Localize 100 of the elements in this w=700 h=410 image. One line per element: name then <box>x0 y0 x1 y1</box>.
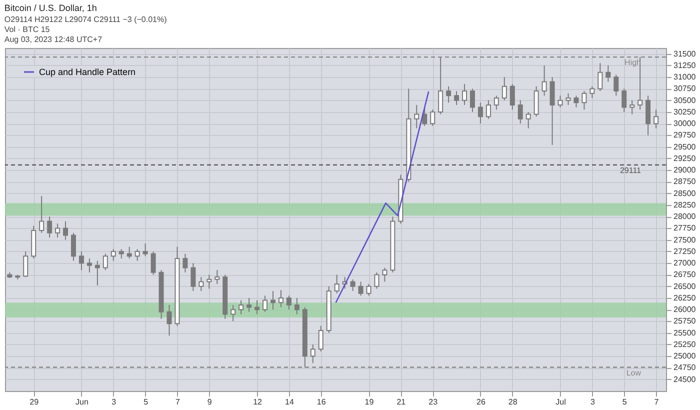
candlestick <box>614 74 619 96</box>
candlestick <box>558 95 563 108</box>
x-tick-label: 5 <box>144 398 149 406</box>
candlestick <box>550 76 555 146</box>
candlestick <box>198 276 204 292</box>
candlestick <box>534 86 539 118</box>
candlestick <box>310 344 316 364</box>
x-tick-label: 3 <box>112 398 117 406</box>
x-tick-label: Jul <box>556 398 566 406</box>
candlestick <box>414 104 420 129</box>
candlestick <box>622 88 627 112</box>
candlestick <box>318 325 324 352</box>
y-tick-label: 31000 <box>674 72 696 82</box>
candlestick <box>470 88 475 112</box>
y-tick-label: 26250 <box>674 293 696 302</box>
candlestick <box>438 57 444 115</box>
candlestick <box>142 243 148 257</box>
candlestick <box>110 248 116 262</box>
legend-label: Cup and Handle Pattern <box>39 67 136 77</box>
x-tick-label: 3 <box>590 398 596 406</box>
candlestick <box>374 272 380 290</box>
candlestick <box>502 76 507 101</box>
chart-title: Bitcoin / U.S. Dollar, 1h <box>4 3 97 13</box>
x-tick-label: 7 <box>176 398 181 406</box>
candlestick <box>70 232 76 262</box>
y-tick-label: 29500 <box>674 142 696 152</box>
candlestick <box>590 86 595 98</box>
y-tick-label: 26500 <box>674 282 696 291</box>
ref-line-label: 29111 <box>620 166 642 175</box>
y-tick-label: 25750 <box>674 316 696 326</box>
y-tick-label: 25250 <box>674 340 696 349</box>
candlestick <box>526 111 531 129</box>
y-tick-label: 26750 <box>674 270 696 280</box>
x-tick-label: 28 <box>508 398 518 406</box>
candlestick <box>366 284 372 296</box>
candlestick <box>582 90 587 110</box>
y-tick-label: 30000 <box>674 119 696 128</box>
y-tick-label: 28000 <box>674 212 696 222</box>
y-tick-label: 27750 <box>674 224 696 233</box>
candlestick <box>598 62 603 92</box>
candlestick <box>150 250 156 276</box>
candlestick <box>182 253 188 273</box>
candlestick <box>606 64 611 82</box>
candlestick <box>94 260 100 286</box>
candlestick <box>86 258 92 273</box>
chart-subtitle: O29114 H29122 L29074 C29111 −3 (−0.01%) <box>4 15 168 24</box>
y-tick-label: 25000 <box>674 352 696 361</box>
candlestick <box>278 290 284 308</box>
x-tick-label: 7 <box>654 398 660 406</box>
y-tick-label: 24750 <box>674 363 696 372</box>
candlestick <box>262 295 268 312</box>
x-tick-label: 21 <box>396 398 406 406</box>
y-tick-label: 24500 <box>674 374 696 384</box>
candlestick <box>494 95 499 110</box>
candlestick <box>286 295 292 310</box>
text: Aug 03, 2023 12:48 UTC+7 <box>4 35 103 44</box>
y-tick-label: 30500 <box>674 96 696 105</box>
x-tick-label: 5 <box>622 398 628 406</box>
x-tick-label: 29 <box>30 398 40 406</box>
candlestick <box>55 223 60 238</box>
candlestick <box>126 246 132 259</box>
text: Vol · BTC 15 <box>4 25 50 34</box>
y-tick-label: 29250 <box>674 154 696 163</box>
y-tick-label: 26000 <box>674 305 696 314</box>
x-tick-label: 26 <box>476 398 486 406</box>
candlestick <box>518 100 523 124</box>
candlestick <box>462 84 468 106</box>
y-tick-label: 30250 <box>674 107 696 116</box>
candlestick <box>118 248 124 259</box>
candlestick <box>166 304 172 336</box>
candlestick <box>78 250 84 271</box>
candlestick <box>230 304 236 322</box>
candlestick <box>23 250 28 278</box>
y-tick-label: 29750 <box>674 130 696 140</box>
candlestick <box>47 216 52 238</box>
y-tick-label: 28750 <box>674 177 696 186</box>
y-tick-label: 30750 <box>674 84 696 94</box>
candlestick <box>294 297 300 315</box>
candlestick <box>646 95 651 136</box>
candlestick <box>446 86 452 104</box>
candlestick <box>63 220 68 240</box>
candlestick <box>630 100 635 115</box>
candlestick <box>382 267 388 282</box>
candlestick <box>486 100 491 120</box>
y-tick-label: 28250 <box>674 200 696 210</box>
x-tick-label: 14 <box>285 398 294 406</box>
y-tick-label: 31500 <box>674 49 696 58</box>
candlestick <box>206 274 212 290</box>
candlestick <box>39 196 44 234</box>
candlestick <box>102 253 108 271</box>
y-tick-label: 27250 <box>674 246 696 256</box>
candlestick <box>238 300 244 315</box>
y-tick-label: 29000 <box>674 166 696 175</box>
x-tick-label: 9 <box>207 398 212 406</box>
candlestick <box>254 300 260 315</box>
candlestick <box>350 278 356 292</box>
y-tick-label: 27500 <box>674 235 696 244</box>
candlestick <box>134 248 140 262</box>
candlestick <box>246 297 252 312</box>
line-series <box>335 90 430 304</box>
